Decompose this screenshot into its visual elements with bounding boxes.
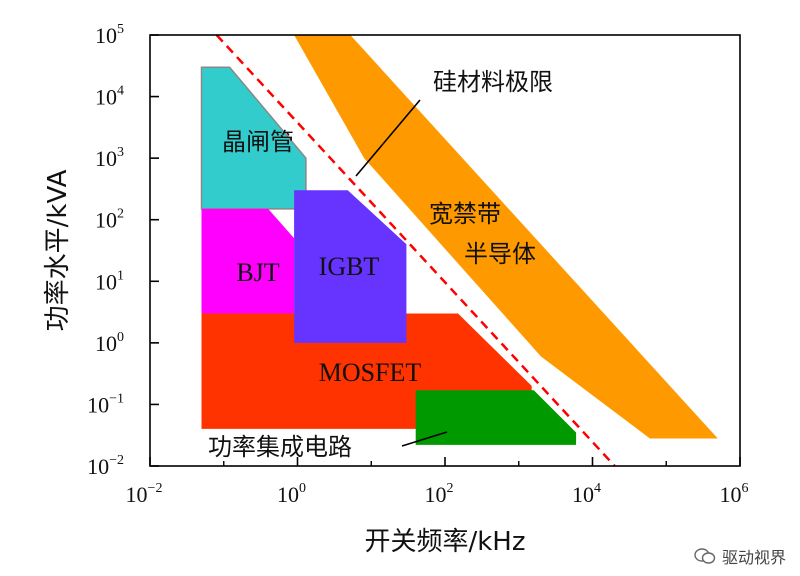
y-tick-label-6: 104: [95, 84, 124, 110]
silicon-limit-line: [215, 34, 616, 467]
limit-line-layer: [215, 34, 616, 467]
label-igbt: IGBT: [319, 252, 380, 281]
y-axis-label: 功率水平/kVA: [43, 169, 73, 331]
x-tick-label-4: 106: [720, 481, 749, 507]
region-5: [415, 390, 577, 445]
y-tick-label-1: 10−1: [87, 391, 124, 417]
y-tick-label-4: 102: [95, 207, 124, 233]
watermark: 驱动视界: [694, 544, 786, 568]
wechat-icon: [694, 548, 716, 564]
regions-layer: [200, 35, 718, 445]
y-tick-label-2: 100: [95, 330, 124, 356]
power-ic-annotation-pointer: [401, 431, 448, 447]
label-semiconductor: 半导体: [464, 240, 536, 268]
label-bjt: BJT: [236, 258, 279, 287]
region-1: [200, 66, 307, 210]
label-power-ic: 功率集成电路: [208, 433, 352, 461]
label-silicon-limit: 硅材料极限: [433, 68, 553, 96]
region-0: [294, 35, 718, 439]
region-4: [294, 190, 407, 343]
label-thyristor: 晶闸管: [222, 128, 294, 156]
y-tick-label-0: 10−2: [87, 453, 124, 479]
y-tick-label-5: 103: [95, 145, 124, 171]
label-wide-bandgap: 宽禁带: [429, 200, 501, 228]
x-tick-label-0: 10−2: [126, 481, 163, 507]
x-tick-label-2: 102: [425, 481, 454, 507]
watermark-text: 驱动视界: [721, 548, 786, 567]
y-tick-label-3: 101: [95, 268, 124, 294]
x-tick-label-3: 104: [572, 481, 601, 507]
y-tick-label-7: 105: [95, 22, 124, 48]
axis-ticks-layer: 10−2 100 102 104 106 10−2 10−1 100 101 102 103 104 1…: [87, 22, 748, 507]
label-mosfet: MOSFET: [319, 358, 422, 387]
limit-annotation-pointer: [355, 99, 421, 177]
x-tick-label-1: 100: [277, 481, 306, 507]
x-axis-label: 开关频率/kHz: [364, 527, 525, 557]
